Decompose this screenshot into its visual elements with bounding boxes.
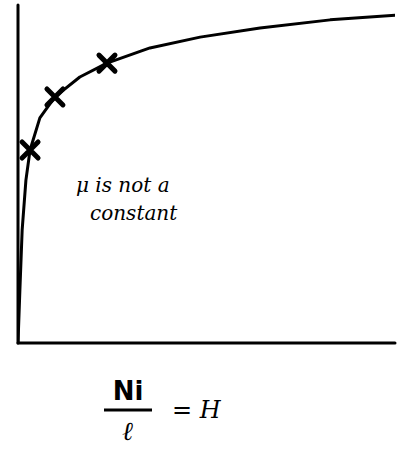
annotation: μ is not a (76, 173, 170, 197)
x-label-numerator: Ni (113, 376, 144, 406)
x-axis (18, 342, 395, 345)
fraction-bar (104, 409, 152, 412)
annotation: constant (90, 201, 178, 225)
x-label-denominator: ℓ (122, 416, 133, 446)
chart: μ is not a constant Ni ℓ = H (0, 0, 401, 465)
marker (99, 55, 115, 71)
marker (47, 89, 63, 105)
marker (22, 142, 38, 158)
x-label: = H (172, 396, 222, 424)
plot-area (18, 15, 395, 343)
curve (18, 15, 395, 343)
